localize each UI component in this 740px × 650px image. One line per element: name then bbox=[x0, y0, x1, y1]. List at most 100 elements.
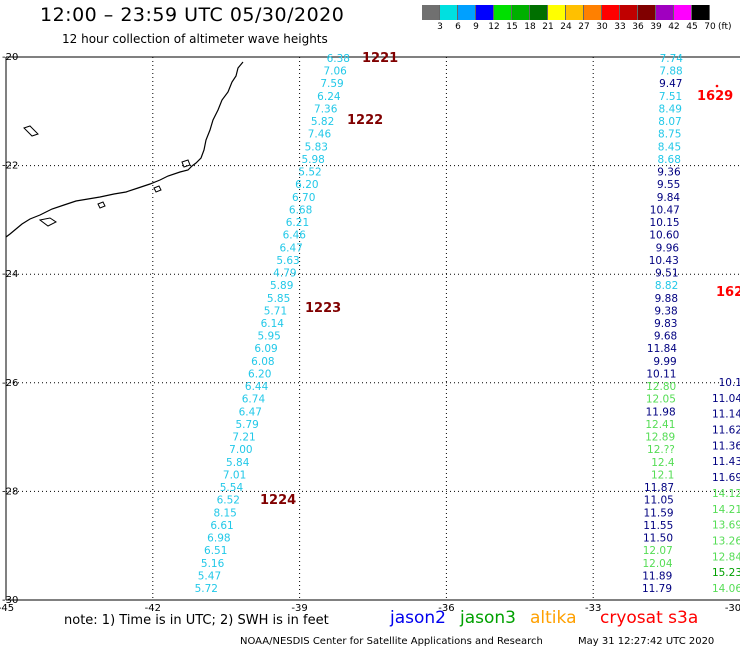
wave-height-value: 6.74 bbox=[242, 394, 266, 406]
color-scale-label: 39 bbox=[650, 22, 662, 32]
wave-height-value: 11.59 bbox=[644, 507, 674, 519]
wave-height-value: 8.68 bbox=[658, 154, 681, 166]
color-scale-cell bbox=[692, 5, 710, 20]
page-subtitle: 12 hour collection of altimeter wave hei… bbox=[62, 32, 328, 46]
color-scale-label: 36 bbox=[632, 22, 644, 32]
wave-height-value: 5.63 bbox=[276, 255, 299, 267]
wave-height-value: 6.98 bbox=[207, 533, 230, 545]
wave-height-value: 6.20 bbox=[248, 368, 271, 380]
wave-height-value: 11.14 bbox=[712, 409, 740, 421]
wave-height-value: 6.47 bbox=[239, 406, 262, 418]
wave-height-value: 6.61 bbox=[210, 520, 233, 532]
wave-height-value: 12.89 bbox=[645, 432, 675, 444]
wave-height-value: 11.89 bbox=[642, 570, 672, 582]
satellite-legend-item: jason3 bbox=[460, 608, 516, 628]
satellite-legend-item: cryosat s3a bbox=[600, 608, 699, 628]
longitude-label: -45 bbox=[0, 603, 14, 614]
wave-height-value: 9.96 bbox=[656, 242, 680, 254]
wave-height-value: 5.72 bbox=[195, 583, 218, 595]
wave-height-value: 7.51 bbox=[659, 91, 682, 103]
color-scale-cell bbox=[602, 5, 620, 20]
color-scale-label: 70 bbox=[704, 22, 716, 32]
color-scale-cell bbox=[530, 5, 548, 20]
longitude-label: -36 bbox=[438, 603, 454, 614]
timestamp-text: May 31 12:27:42 UTC 2020 bbox=[578, 636, 715, 647]
color-scale-units: (ft) bbox=[718, 22, 732, 32]
latitude-label: -26 bbox=[2, 378, 18, 389]
color-scale-label: 27 bbox=[578, 22, 590, 32]
color-scale-cell bbox=[674, 5, 692, 20]
island-outline bbox=[23, 125, 39, 137]
wave-height-value: 11.98 bbox=[646, 406, 676, 418]
latitude-label: -28 bbox=[2, 486, 18, 497]
note-text: note: 1) Time is in UTC; 2) SWH is in fe… bbox=[64, 613, 329, 628]
wave-height-value: 6.20 bbox=[295, 179, 318, 191]
wave-height-value: 10.47 bbox=[650, 204, 680, 216]
wave-height-value: 12.41 bbox=[645, 419, 675, 431]
wave-height-value: 9.51 bbox=[655, 268, 678, 280]
wave-height-value: 11.36 bbox=[712, 440, 740, 452]
island-outline bbox=[38, 217, 57, 227]
track-marker bbox=[715, 84, 719, 88]
color-scale-cell bbox=[566, 5, 584, 20]
wave-height-value: 9.38 bbox=[654, 305, 677, 317]
satellite-legend-item: altika bbox=[530, 608, 577, 628]
wave-height-value: 6.52 bbox=[217, 495, 240, 507]
color-scale-cell bbox=[512, 5, 530, 20]
wave-height-value: 11.05 bbox=[644, 495, 674, 507]
wave-height-value: 5.95 bbox=[257, 331, 280, 343]
color-scale-cell bbox=[620, 5, 638, 20]
wave-height-value: 9.84 bbox=[657, 192, 681, 204]
wave-height-value: 11.79 bbox=[642, 583, 672, 595]
wave-height-value: 11.62 bbox=[712, 425, 740, 437]
wave-height-value: 8.15 bbox=[213, 507, 236, 519]
wave-height-value: 13.26 bbox=[712, 535, 740, 547]
wave-height-value: 9.83 bbox=[654, 318, 677, 330]
wave-height-value: 6.44 bbox=[245, 381, 269, 393]
color-scale-cell bbox=[440, 5, 458, 20]
wave-height-value: 5.16 bbox=[201, 558, 225, 570]
color-scale-cell bbox=[656, 5, 674, 20]
wave-height-value: 5.84 bbox=[226, 457, 250, 469]
wave-height-value: 10.1 bbox=[719, 377, 740, 389]
wave-height-value: 14.06 bbox=[712, 583, 740, 595]
wave-height-value: 5.82 bbox=[311, 116, 334, 128]
longitude-label: -42 bbox=[145, 603, 161, 614]
wave-height-value: 10.43 bbox=[649, 255, 679, 267]
wave-height-value: 5.85 bbox=[267, 293, 290, 305]
wave-height-value: 12.80 bbox=[646, 381, 676, 393]
satellite-legend-item: jason2 bbox=[390, 608, 446, 628]
wave-height-value: 9.55 bbox=[657, 179, 680, 191]
wave-height-value: 11.87 bbox=[644, 482, 674, 494]
wave-height-value: 6.24 bbox=[317, 91, 341, 103]
time-label: 1629 bbox=[697, 89, 733, 104]
color-scale-label: 30 bbox=[596, 22, 608, 32]
color-scale-bar bbox=[422, 5, 710, 21]
wave-height-value: 11.84 bbox=[647, 343, 677, 355]
wave-height-value: 10.60 bbox=[649, 230, 679, 242]
wave-height-value: 4.79 bbox=[273, 268, 296, 280]
page-title: 12:00 – 23:59 UTC 05/30/2020 bbox=[40, 4, 345, 26]
color-scale-cell bbox=[548, 5, 566, 20]
wave-height-value: 7.74 bbox=[660, 53, 684, 65]
wave-height-value: 8.45 bbox=[658, 141, 681, 153]
longitude-label: -30 bbox=[725, 603, 740, 614]
wave-height-value: 11.69 bbox=[712, 472, 740, 484]
coastline bbox=[5, 61, 244, 238]
wave-height-value: 12.04 bbox=[642, 558, 672, 570]
wave-height-value: 12.07 bbox=[643, 545, 673, 557]
wave-height-value: 12.?? bbox=[647, 444, 675, 456]
wave-height-value: 12.05 bbox=[646, 394, 676, 406]
wave-height-value: 9.47 bbox=[659, 78, 682, 90]
wave-height-value: 7.36 bbox=[314, 103, 338, 115]
wave-height-value: 6.46 bbox=[283, 230, 307, 242]
time-label: 162 bbox=[716, 285, 740, 300]
wave-height-value: 6.21 bbox=[286, 217, 309, 229]
wave-height-value: 6.70 bbox=[292, 192, 315, 204]
wave-height-value: 10.15 bbox=[650, 217, 680, 229]
wave-height-value: 12.1 bbox=[651, 469, 674, 481]
wave-height-value: 7.88 bbox=[659, 66, 682, 78]
island-outline bbox=[97, 201, 106, 209]
wave-height-value: 9.68 bbox=[654, 331, 677, 343]
wave-height-value: 9.99 bbox=[653, 356, 676, 368]
